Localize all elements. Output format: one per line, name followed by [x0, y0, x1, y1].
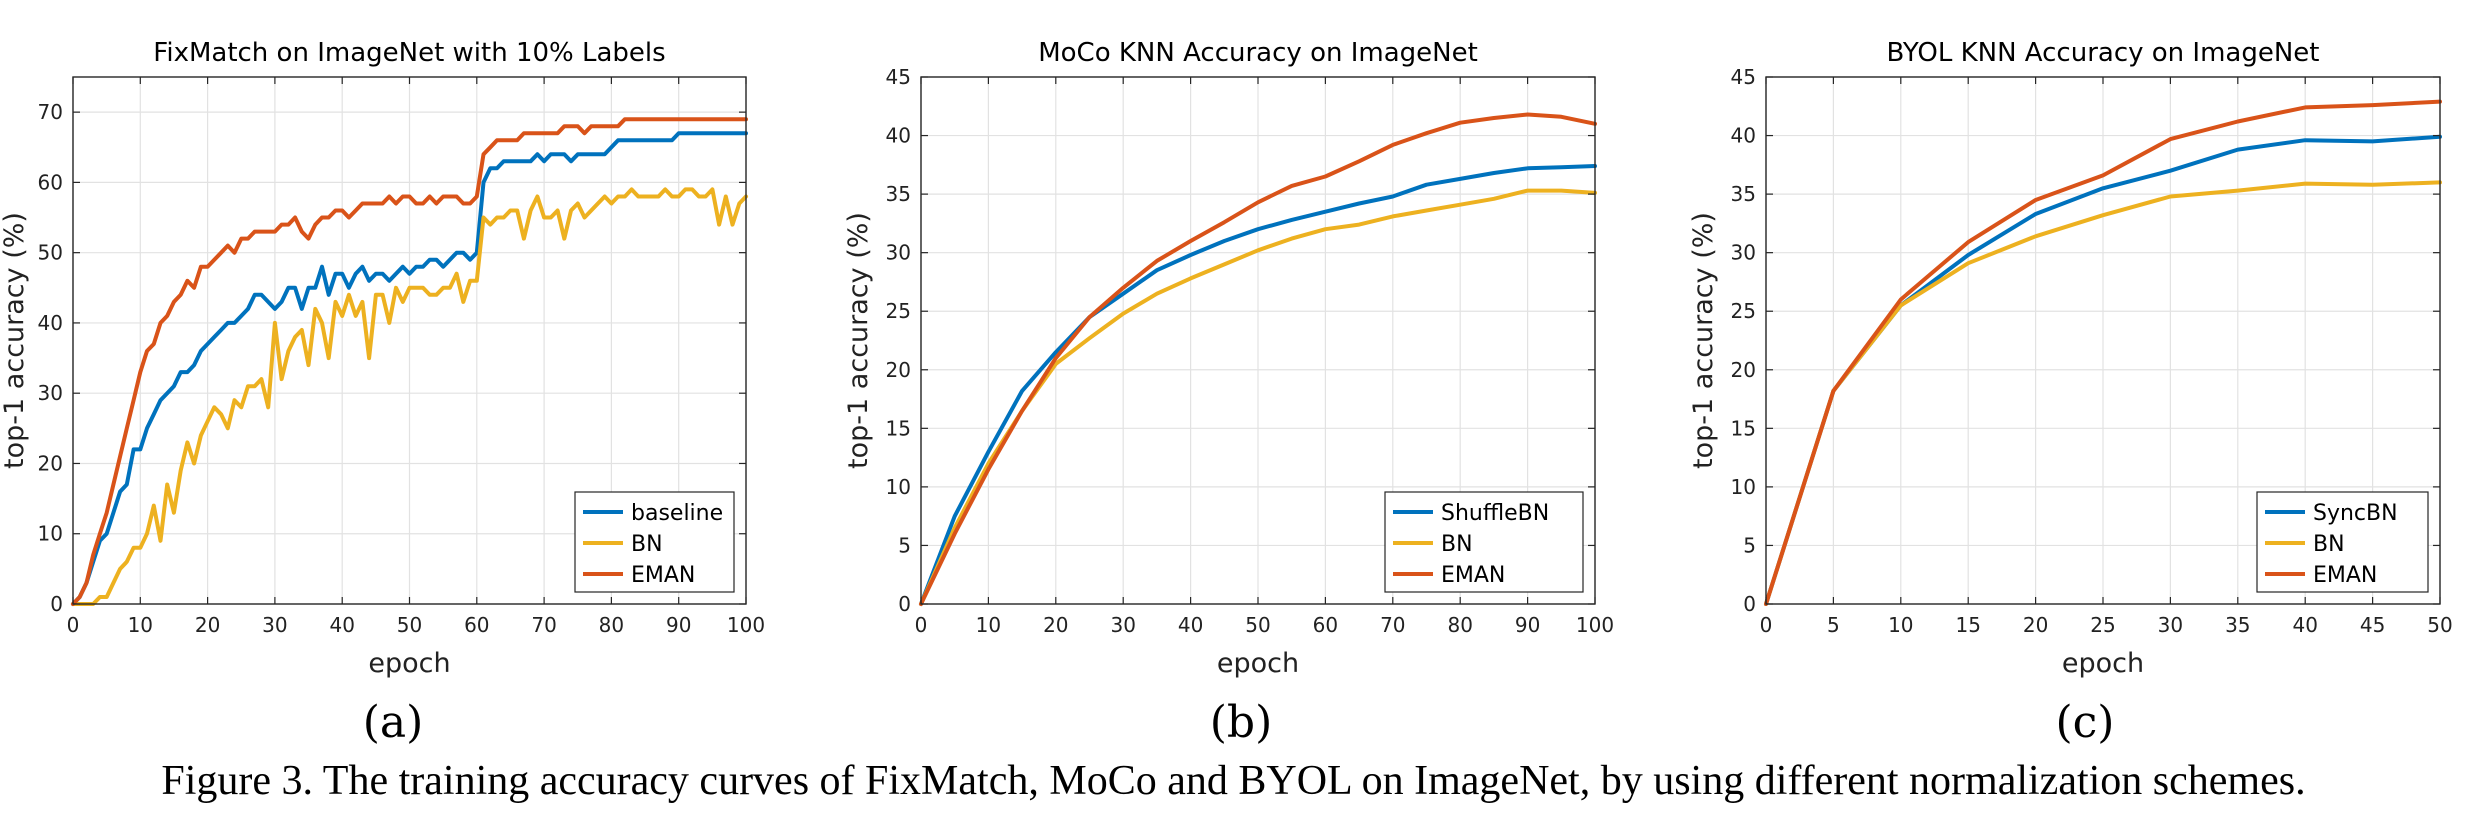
chart-byol: 0 5 10 15 20 25 30 35 40 45 50 0 5 10 15 20 25 30 35 40 45 BY… [1688, 38, 2453, 679]
panel-label-b: (b) [1209, 697, 1273, 748]
x-tick-label: 30 [1110, 613, 1135, 637]
x-tick-label: 50 [397, 613, 422, 637]
y-tick-label: 50 [38, 241, 63, 265]
legend-label-bn: BN [2313, 532, 2345, 557]
y-axis-label: top-1 accuracy (%) [0, 212, 30, 469]
y-tick-label: 0 [50, 592, 63, 616]
x-tick-label: 20 [195, 613, 220, 637]
x-tick-label: 50 [2427, 613, 2452, 637]
x-tick-label: 10 [1888, 613, 1913, 637]
x-tick-label: 40 [329, 613, 354, 637]
y-tick-label: 10 [38, 522, 63, 546]
x-tick-label: 30 [2158, 613, 2183, 637]
series-line-eman [1764, 99, 2442, 606]
y-tick-label: 0 [1743, 592, 1756, 616]
y-tick-label: 45 [1731, 65, 1756, 89]
x-tick-label: 20 [2023, 613, 2048, 637]
chart-fixmatch: 0 10 20 30 40 50 60 70 80 90 100 0 10 20 30 40 50 60 70 Fix… [0, 38, 765, 679]
panel-label-a: (a) [362, 697, 424, 748]
series-line-eman [919, 112, 1597, 606]
x-axis-label: epoch [368, 648, 450, 679]
legend: SyncBN BN EMAN [2256, 491, 2429, 593]
y-tick-label: 30 [1731, 241, 1756, 265]
x-tick-label: 0 [67, 613, 80, 637]
x-tick-label: 45 [2360, 613, 2385, 637]
x-tick-label: 0 [915, 613, 928, 637]
y-tick-label: 30 [38, 381, 63, 405]
series-line-bn [71, 187, 748, 606]
y-tick-label: 60 [38, 170, 63, 194]
x-tick-label: 100 [727, 613, 765, 637]
y-tick-label: 20 [886, 358, 911, 382]
legend-label-bn: BN [1441, 532, 1473, 557]
legend-label-bn: BN [631, 532, 663, 557]
x-tick-label: 25 [2090, 613, 2115, 637]
x-tick-label: 10 [976, 613, 1001, 637]
y-tick-label: 25 [1731, 299, 1756, 323]
y-tick-label: 5 [898, 533, 911, 557]
series-line-eman [71, 117, 748, 606]
y-tick-label: 45 [886, 65, 911, 89]
legend: baseline BN EMAN [574, 491, 735, 593]
x-tick-label: 80 [599, 613, 624, 637]
chart-moco: 0 10 20 30 40 50 60 70 80 90 100 0 5 10 15 20 25 30 35 40 45… [843, 38, 1614, 679]
x-axis-label: epoch [1217, 648, 1299, 679]
panel-label-c: (c) [2055, 697, 2115, 748]
series-line-baseline [71, 131, 748, 606]
x-tick-label: 60 [464, 613, 489, 637]
legend-label-baseline: baseline [631, 501, 723, 526]
x-tick-label: 30 [262, 613, 287, 637]
y-axis-label: top-1 accuracy (%) [843, 212, 874, 469]
y-tick-label: 10 [886, 475, 911, 499]
y-tick-label: 25 [886, 299, 911, 323]
legend-label-eman: EMAN [2313, 563, 2377, 588]
x-tick-label: 5 [1827, 613, 1840, 637]
legend-label-syncbn: SyncBN [2313, 501, 2398, 526]
x-tick-label: 0 [1760, 613, 1773, 637]
y-tick-label: 15 [1731, 416, 1756, 440]
x-axis-label: epoch [2062, 648, 2144, 679]
y-tick-label: 40 [1731, 124, 1756, 148]
y-tick-label: 10 [1731, 475, 1756, 499]
series-line-bn [1764, 180, 2442, 606]
x-tick-label: 60 [1313, 613, 1338, 637]
legend-label-eman: EMAN [631, 563, 695, 588]
x-tick-label: 40 [2292, 613, 2317, 637]
x-tick-label: 70 [531, 613, 556, 637]
y-tick-label: 0 [898, 592, 911, 616]
chart-title: MoCo KNN Accuracy on ImageNet [1038, 38, 1478, 68]
x-tick-label: 40 [1178, 613, 1203, 637]
x-tick-label: 20 [1043, 613, 1068, 637]
x-tick-label: 90 [666, 613, 691, 637]
chart-title: FixMatch on ImageNet with 10% Labels [153, 38, 665, 68]
x-tick-label: 10 [128, 613, 153, 637]
figure-caption: Figure 3. The training accuracy curves o… [161, 758, 2306, 804]
x-tick-label: 15 [1955, 613, 1980, 637]
x-tick-label: 100 [1576, 613, 1614, 637]
y-tick-label: 20 [1731, 358, 1756, 382]
y-tick-label: 15 [886, 416, 911, 440]
legend: ShuffleBN BN EMAN [1384, 491, 1584, 593]
x-tick-label: 50 [1245, 613, 1270, 637]
chart-title: BYOL KNN Accuracy on ImageNet [1887, 38, 2320, 68]
y-tick-label: 20 [38, 451, 63, 475]
y-tick-label: 40 [38, 311, 63, 335]
legend-label-eman: EMAN [1441, 563, 1505, 588]
legend-label-shufflebn: ShuffleBN [1441, 501, 1549, 526]
x-tick-label: 70 [1380, 613, 1405, 637]
y-tick-label: 35 [886, 182, 911, 206]
y-tick-label: 30 [886, 241, 911, 265]
y-tick-label: 40 [886, 124, 911, 148]
series-line-shufflebn [919, 164, 1597, 606]
y-axis-label: top-1 accuracy (%) [1688, 212, 1719, 469]
x-tick-label: 90 [1515, 613, 1540, 637]
x-tick-label: 80 [1447, 613, 1472, 637]
y-tick-label: 70 [38, 100, 63, 124]
x-tick-label: 35 [2225, 613, 2250, 637]
y-tick-label: 5 [1743, 533, 1756, 557]
y-tick-label: 35 [1731, 182, 1756, 206]
